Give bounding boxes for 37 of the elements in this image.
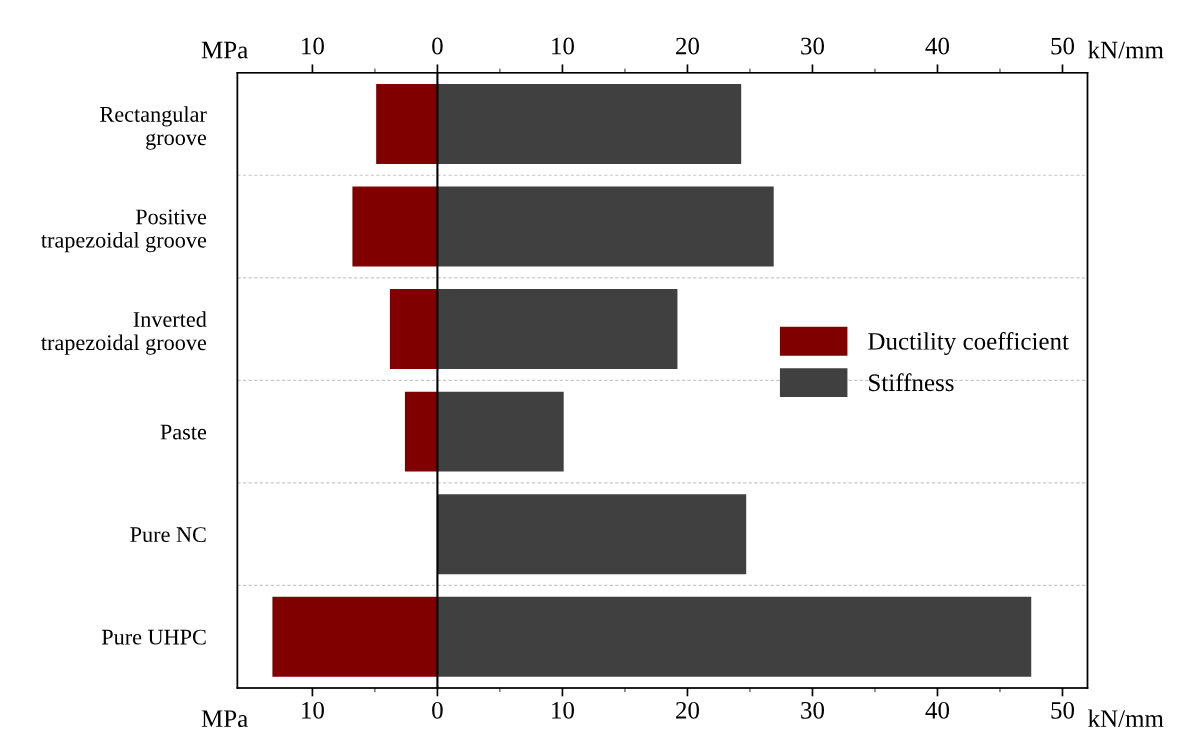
legend-label: Stiffness xyxy=(869,373,954,392)
y-tick-label: Rectangular groove xyxy=(100,106,207,150)
bar xyxy=(437,186,774,267)
x2-axis-title: kN/mm xyxy=(1088,40,1164,59)
bar xyxy=(352,186,438,267)
text: MPa xyxy=(201,41,248,59)
x-tick-label: 40 xyxy=(925,701,950,719)
x-tick-label: 0 xyxy=(432,701,443,719)
bar xyxy=(376,84,438,165)
y-tick-label: Inverted trapezoidal groove xyxy=(41,311,207,355)
x2-tick-label: 50 xyxy=(1051,37,1075,55)
x-tick-label: 10 xyxy=(302,701,324,719)
x-tick-label: 30 xyxy=(801,701,825,719)
bar xyxy=(437,289,678,370)
x-tick-label: 50 xyxy=(1051,701,1075,719)
x2-tick-label: 10 xyxy=(552,37,574,55)
x2-tick-label: 40 xyxy=(925,37,950,55)
legend-label: Ductility coefficient xyxy=(868,331,1069,355)
bar xyxy=(404,391,438,472)
y-tick-label: Paste xyxy=(160,424,207,440)
bar xyxy=(437,84,742,165)
y-tick-label: Pure UHPC xyxy=(101,629,206,645)
y-tick-label: Pure NC xyxy=(130,527,206,543)
x-axis-title: kN/mm xyxy=(1088,709,1164,728)
bar xyxy=(437,391,564,472)
bar xyxy=(272,596,438,677)
x2-tick-label: 20 xyxy=(676,37,699,55)
x2-tick-label: 10 xyxy=(302,37,324,55)
y-tick-label: Positive trapezoidal groove xyxy=(41,209,207,253)
x-tick-label: 10 xyxy=(552,701,574,719)
x2-tick-label: 30 xyxy=(801,37,825,55)
bar xyxy=(437,596,1032,677)
text: MPa xyxy=(201,710,248,728)
bar xyxy=(437,494,747,575)
x2-tick-label: 0 xyxy=(432,37,443,55)
x-tick-label: 20 xyxy=(676,701,699,719)
bar xyxy=(389,289,438,370)
